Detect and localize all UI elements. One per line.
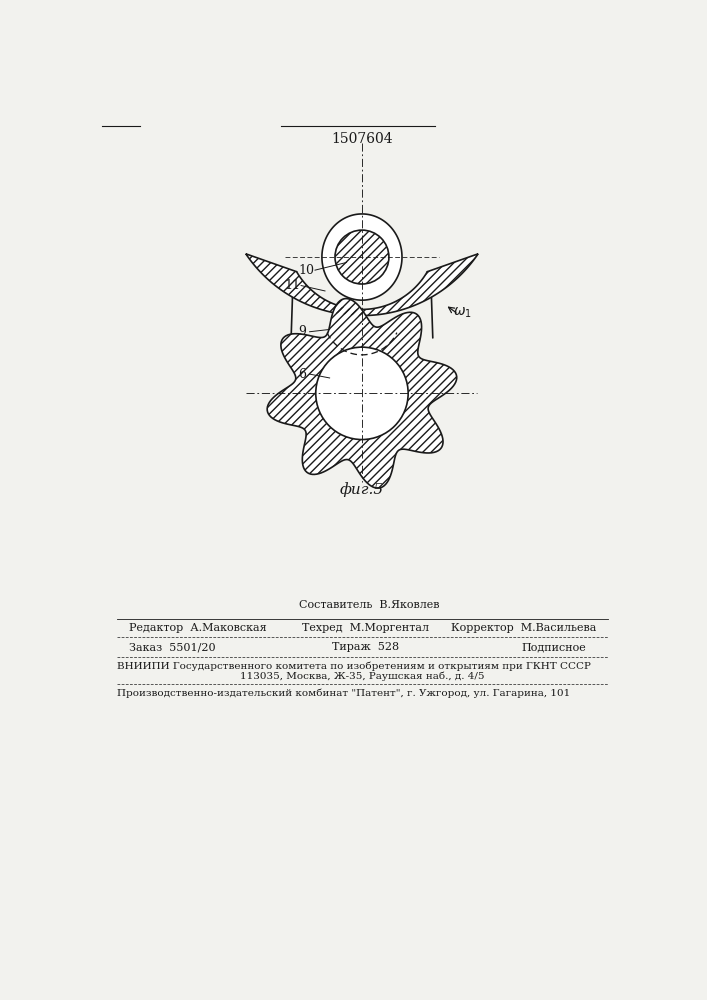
Circle shape — [335, 230, 389, 284]
Text: Корректор  М.Васильева: Корректор М.Васильева — [452, 623, 597, 633]
Polygon shape — [267, 299, 457, 488]
Text: 6: 6 — [298, 368, 307, 381]
Text: 1507604: 1507604 — [331, 132, 393, 146]
Text: Заказ  5501/20: Заказ 5501/20 — [129, 642, 215, 652]
Text: ВНИИПИ Государственного комитета по изобретениям и открытиям при ГКНТ СССР: ВНИИПИ Государственного комитета по изоб… — [117, 662, 591, 671]
Text: Редактор  А.Маковская: Редактор А.Маковская — [129, 623, 267, 633]
Text: 11: 11 — [284, 279, 300, 292]
Text: фиг.5: фиг.5 — [340, 482, 384, 497]
Polygon shape — [246, 254, 478, 316]
Text: 10: 10 — [298, 264, 314, 277]
Text: $\omega_1$: $\omega_1$ — [452, 305, 472, 320]
Text: Составитель  В.Яковлев: Составитель В.Яковлев — [299, 600, 440, 610]
Circle shape — [316, 347, 408, 440]
Text: 113035, Москва, Ж-35, Раушская наб., д. 4/5: 113035, Москва, Ж-35, Раушская наб., д. … — [240, 671, 484, 681]
Text: Подписное: Подписное — [521, 642, 586, 652]
Text: 9: 9 — [298, 325, 307, 338]
Text: Тираж  528: Тираж 528 — [332, 642, 399, 652]
Polygon shape — [322, 214, 402, 300]
Text: Производственно-издательский комбинат "Патент", г. Ужгород, ул. Гагарина, 101: Производственно-издательский комбинат "П… — [117, 689, 571, 698]
Text: Техред  М.Моргентал: Техред М.Моргентал — [303, 623, 429, 633]
